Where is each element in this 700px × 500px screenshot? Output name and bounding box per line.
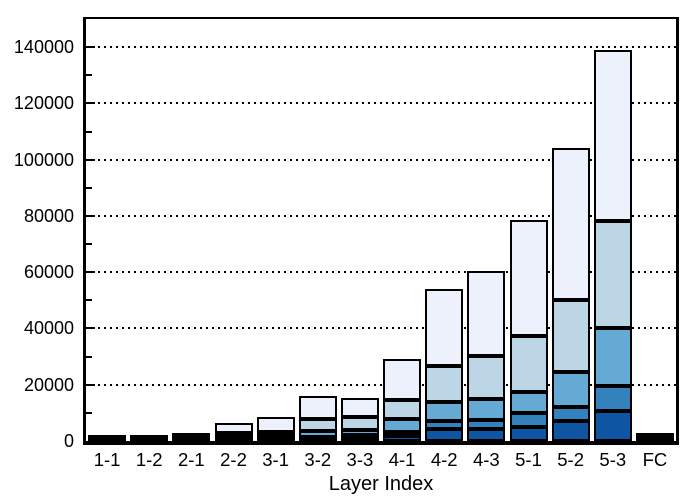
bar-4-2-segment-3 xyxy=(425,401,464,421)
y-tick-major-60000 xyxy=(86,271,95,274)
bar-3-2-segment-4 xyxy=(298,418,337,432)
y-tick-minor-110000 xyxy=(86,130,92,133)
x-tick-label-3-2: 3-2 xyxy=(304,449,332,470)
y-tick-label-40000: 40000 xyxy=(23,318,74,339)
x-tick-label-4-2: 4-2 xyxy=(430,449,458,470)
bar-4-2-segment-1-bottom xyxy=(425,429,464,441)
bar-1-2-segment-5-top xyxy=(130,434,169,439)
bar-3-1-segment-5-top xyxy=(256,416,295,432)
bar-5-3-segment-3 xyxy=(593,327,632,387)
x-tick-label-5-2: 5-2 xyxy=(557,449,585,470)
bar-5-1-segment-1-bottom xyxy=(509,426,548,441)
bar-4-1-segment-2 xyxy=(383,432,422,437)
bar-4-2-segment-4 xyxy=(425,365,464,402)
bar-5-3-segment-4 xyxy=(593,220,632,328)
y-tick-minor-30000 xyxy=(86,355,92,358)
x-tick-label-4-1: 4-1 xyxy=(388,449,416,470)
x-tick-label-1-2: 1-2 xyxy=(135,449,163,470)
bar-4-1-segment-3 xyxy=(383,419,422,433)
x-axis-title: Layer Index xyxy=(328,473,434,495)
y-tick-minor-90000 xyxy=(86,186,92,189)
bar-FC-segment-5-top xyxy=(635,432,674,437)
gridline-20000 xyxy=(86,383,676,386)
y-tick-label-20000: 20000 xyxy=(23,374,74,395)
bar-5-2-segment-5-top xyxy=(551,148,590,300)
x-tick-label-2-2: 2-2 xyxy=(220,449,247,470)
bar-5-2-segment-1-bottom xyxy=(551,421,590,441)
bar-5-3-segment-1-bottom xyxy=(593,410,632,441)
bar-5-3-segment-5-top xyxy=(593,49,632,221)
bar-4-1-segment-5-top xyxy=(383,359,422,400)
bar-5-1-segment-4 xyxy=(509,335,548,392)
plot-area xyxy=(83,17,679,445)
y-tick-major-80000 xyxy=(86,214,95,217)
bar-5-1-segment-3 xyxy=(509,391,548,414)
y-tick-label-120000: 120000 xyxy=(13,93,74,114)
y-tick-major-20000 xyxy=(86,383,95,386)
bar-2-2-segment-4 xyxy=(214,432,253,438)
y-tick-major-140000 xyxy=(86,46,95,49)
x-tick-label-5-3: 5-3 xyxy=(599,449,627,470)
y-tick-minor-70000 xyxy=(86,243,92,246)
y-tick-minor-10000 xyxy=(86,411,92,414)
bar-5-2-segment-4 xyxy=(551,299,590,373)
x-tick-label-2-1: 2-1 xyxy=(177,449,205,470)
bar-5-3-segment-2 xyxy=(593,386,632,411)
bar-5-1-segment-5-top xyxy=(509,220,548,336)
gridline-80000 xyxy=(86,214,676,217)
bar-4-3-segment-1-bottom xyxy=(467,429,506,441)
bar-5-2-segment-3 xyxy=(551,372,590,407)
y-tick-label-140000: 140000 xyxy=(13,37,74,58)
gridline-60000 xyxy=(86,271,676,274)
x-tick-label-5-1: 5-1 xyxy=(515,449,542,470)
y-tick-label-100000: 100000 xyxy=(13,149,74,170)
x-tick-label-FC: FC xyxy=(642,449,668,470)
y-tick-minor-50000 xyxy=(86,299,92,302)
bar-3-2-segment-3 xyxy=(298,431,337,438)
y-tick-label-60000: 60000 xyxy=(23,262,74,283)
bar-5-2-segment-2 xyxy=(551,406,590,422)
bar-3-3-segment-4 xyxy=(340,417,379,431)
y-tick-major-100000 xyxy=(86,158,95,161)
bar-5-1-segment-2 xyxy=(509,413,548,427)
bar-2-1-segment-5-top xyxy=(172,432,211,437)
bar-1-1-segment-5-top xyxy=(88,435,127,440)
y-tick-minor-130000 xyxy=(86,74,92,77)
bar-4-2-segment-5-top xyxy=(425,289,464,366)
gridline-120000 xyxy=(86,102,676,105)
bar-3-3-segment-5-top xyxy=(340,397,379,418)
bar-4-2-segment-2 xyxy=(425,420,464,430)
y-axis-labels: 0 20000 40000 60000 80000 100000 120000 140000 xyxy=(0,19,74,450)
gridline-40000 xyxy=(86,327,676,330)
bar-3-3-segment-2 xyxy=(340,434,379,439)
bar-4-3-segment-3 xyxy=(467,398,506,420)
bar-4-3-segment-5-top xyxy=(467,270,506,356)
x-axis-labels: 1-1 1-2 2-1 2-2 3-1 3-2 3-3 4-1 4-2 4-3 5-1 5-2 5-3 F… xyxy=(86,450,676,472)
y-tick-major-40000 xyxy=(86,327,95,330)
x-tick-label-4-3: 4-3 xyxy=(472,449,500,470)
bar-FC-segment-1-bottom xyxy=(635,437,674,441)
bar-4-3-segment-2 xyxy=(467,419,506,430)
y-tick-major-120000 xyxy=(86,102,95,105)
bar-3-1-segment-4 xyxy=(256,431,295,436)
x-tick-label-3-1: 3-1 xyxy=(262,449,290,470)
y-tick-label-80000: 80000 xyxy=(23,205,74,226)
gridline-100000 xyxy=(86,158,676,161)
bar-3-2-segment-5-top xyxy=(298,396,337,419)
bar-4-3-segment-4 xyxy=(467,355,506,399)
bar-3-3-segment-3 xyxy=(340,430,379,435)
x-tick-label-3-3: 3-3 xyxy=(346,449,374,470)
bar-4-1-segment-4 xyxy=(383,399,422,420)
bar-2-2-segment-5-top xyxy=(214,423,253,433)
y-tick-label-0: 0 xyxy=(63,431,74,451)
x-tick-label-1-1: 1-1 xyxy=(93,449,121,470)
bar-4-1-segment-1-bottom xyxy=(383,436,422,441)
gridline-140000 xyxy=(86,46,676,49)
